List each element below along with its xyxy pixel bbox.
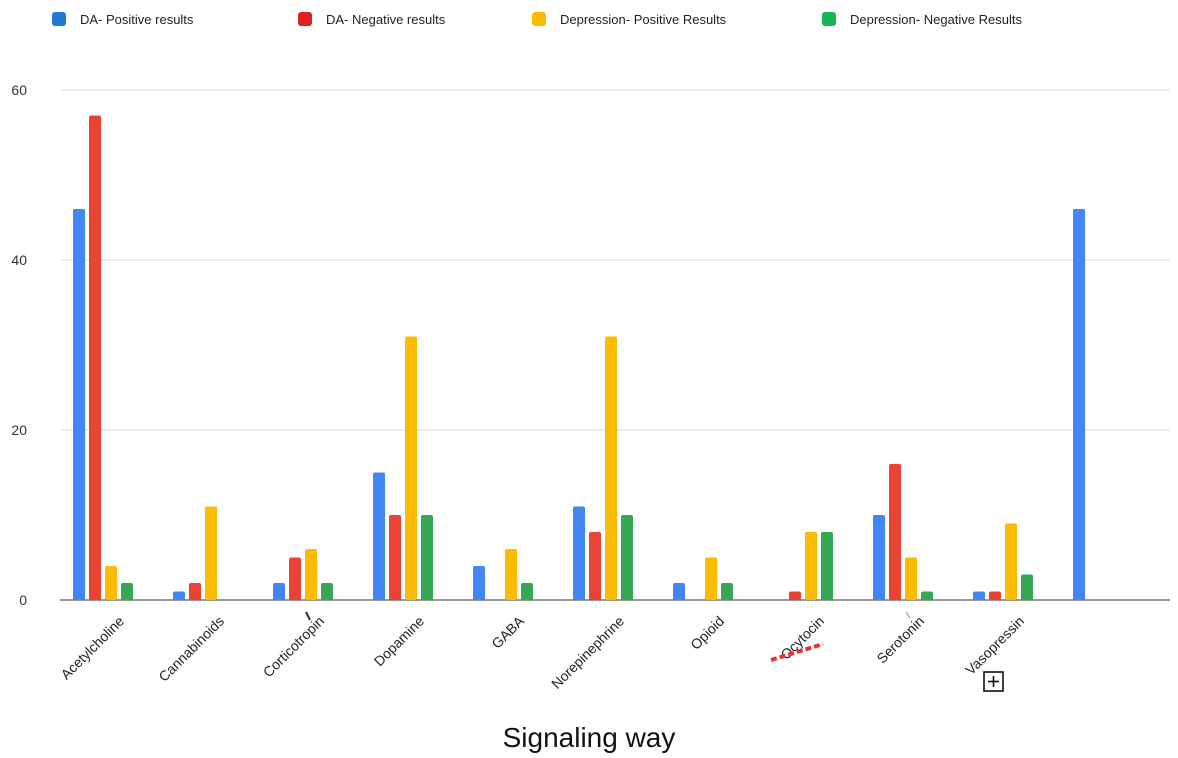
x-tick-label: GABA bbox=[488, 612, 527, 651]
bar-serotonin-0 bbox=[873, 515, 885, 600]
legend-item-da-positive[interactable]: DA- Positive results bbox=[52, 8, 193, 30]
bar-serotonin-1 bbox=[889, 464, 901, 600]
bar-serotonin-2 bbox=[905, 557, 917, 600]
x-tick-label: Corticotropin bbox=[260, 613, 327, 680]
bar-vasopressin-2 bbox=[1005, 523, 1017, 600]
bar-norepinephrine-3 bbox=[621, 515, 633, 600]
legend-label-da-positive: DA- Positive results bbox=[80, 11, 194, 27]
x-tick-label: Acetylcholine bbox=[57, 613, 127, 683]
bar-dopamine-2 bbox=[405, 336, 417, 600]
bar-cannabinoids-1 bbox=[189, 583, 201, 600]
y-tick-label: 60 bbox=[11, 82, 27, 98]
bar-norepinephrine-0 bbox=[573, 506, 585, 600]
bar-gaba-3 bbox=[521, 583, 533, 600]
bar-vasopressin-3 bbox=[1021, 574, 1033, 600]
bar-gaba-0 bbox=[473, 566, 485, 600]
bar-corticotropin-1 bbox=[289, 557, 301, 600]
bar-cannabinoids-2 bbox=[205, 506, 217, 600]
bar-corticotropin-2 bbox=[305, 549, 317, 600]
legend-item-depression-negative[interactable]: Depression- Negative Results bbox=[822, 8, 1022, 30]
bar-extra-0 bbox=[1073, 209, 1085, 600]
x-tick-label: Vasopressin bbox=[962, 613, 1027, 678]
bar-dopamine-0 bbox=[373, 472, 385, 600]
bar-dopamine-3 bbox=[421, 515, 433, 600]
bar-gaba-2 bbox=[505, 549, 517, 600]
bar-acetylcholine-3 bbox=[121, 583, 133, 600]
legend: DA- Positive results DA- Negative result… bbox=[0, 0, 1178, 40]
bar-vasopressin-0 bbox=[973, 591, 985, 600]
x-tick-label: Dopamine bbox=[371, 613, 428, 670]
stray-mark bbox=[905, 611, 911, 619]
x-tick-label: Serotonin bbox=[873, 613, 927, 667]
legend-swatch-depression-positive bbox=[532, 12, 546, 26]
legend-label-da-negative: DA- Negative results bbox=[326, 11, 446, 27]
bar-corticotropin-3 bbox=[321, 583, 333, 600]
bar-corticotropin-0 bbox=[273, 583, 285, 600]
legend-label-depression-negative: Depression- Negative Results bbox=[850, 11, 1022, 27]
bar-acetylcholine-2 bbox=[105, 566, 117, 600]
legend-item-depression-positive[interactable]: Depression- Positive Results bbox=[532, 8, 726, 30]
bar-opioid-3 bbox=[721, 583, 733, 600]
bar-norepinephrine-2 bbox=[605, 336, 617, 600]
x-axis-title: Signaling way bbox=[502, 722, 676, 753]
stray-mark bbox=[305, 611, 311, 621]
bar-acetylcholine-1 bbox=[89, 115, 101, 600]
legend-swatch-depression-negative bbox=[822, 12, 836, 26]
bar-opioid-0 bbox=[673, 583, 685, 600]
y-tick-label: 40 bbox=[11, 252, 27, 268]
bar-ocytocin-3 bbox=[821, 532, 833, 600]
y-tick-label: 20 bbox=[11, 422, 27, 438]
x-tick-label: Cannabinoids bbox=[155, 613, 227, 685]
bar-acetylcholine-0 bbox=[73, 209, 85, 600]
bar-ocytocin-2 bbox=[805, 532, 817, 600]
legend-swatch-da-positive bbox=[52, 12, 66, 26]
bar-vasopressin-1 bbox=[989, 591, 1001, 600]
y-tick-label: 0 bbox=[19, 592, 27, 608]
bar-serotonin-3 bbox=[921, 591, 933, 600]
x-tick-label: Opioid bbox=[687, 613, 727, 653]
bar-norepinephrine-1 bbox=[589, 532, 601, 600]
legend-swatch-da-negative bbox=[298, 12, 312, 26]
spellcheck-underline bbox=[770, 642, 824, 662]
bar-dopamine-1 bbox=[389, 515, 401, 600]
bar-cannabinoids-0 bbox=[173, 591, 185, 600]
plus-square-icon[interactable] bbox=[983, 671, 1004, 692]
legend-label-depression-positive: Depression- Positive Results bbox=[560, 11, 727, 27]
x-tick-label: Norepinephrine bbox=[548, 613, 627, 692]
legend-item-da-negative[interactable]: DA- Negative results bbox=[298, 8, 445, 30]
bar-opioid-2 bbox=[705, 557, 717, 600]
bar-ocytocin-1 bbox=[789, 591, 801, 600]
